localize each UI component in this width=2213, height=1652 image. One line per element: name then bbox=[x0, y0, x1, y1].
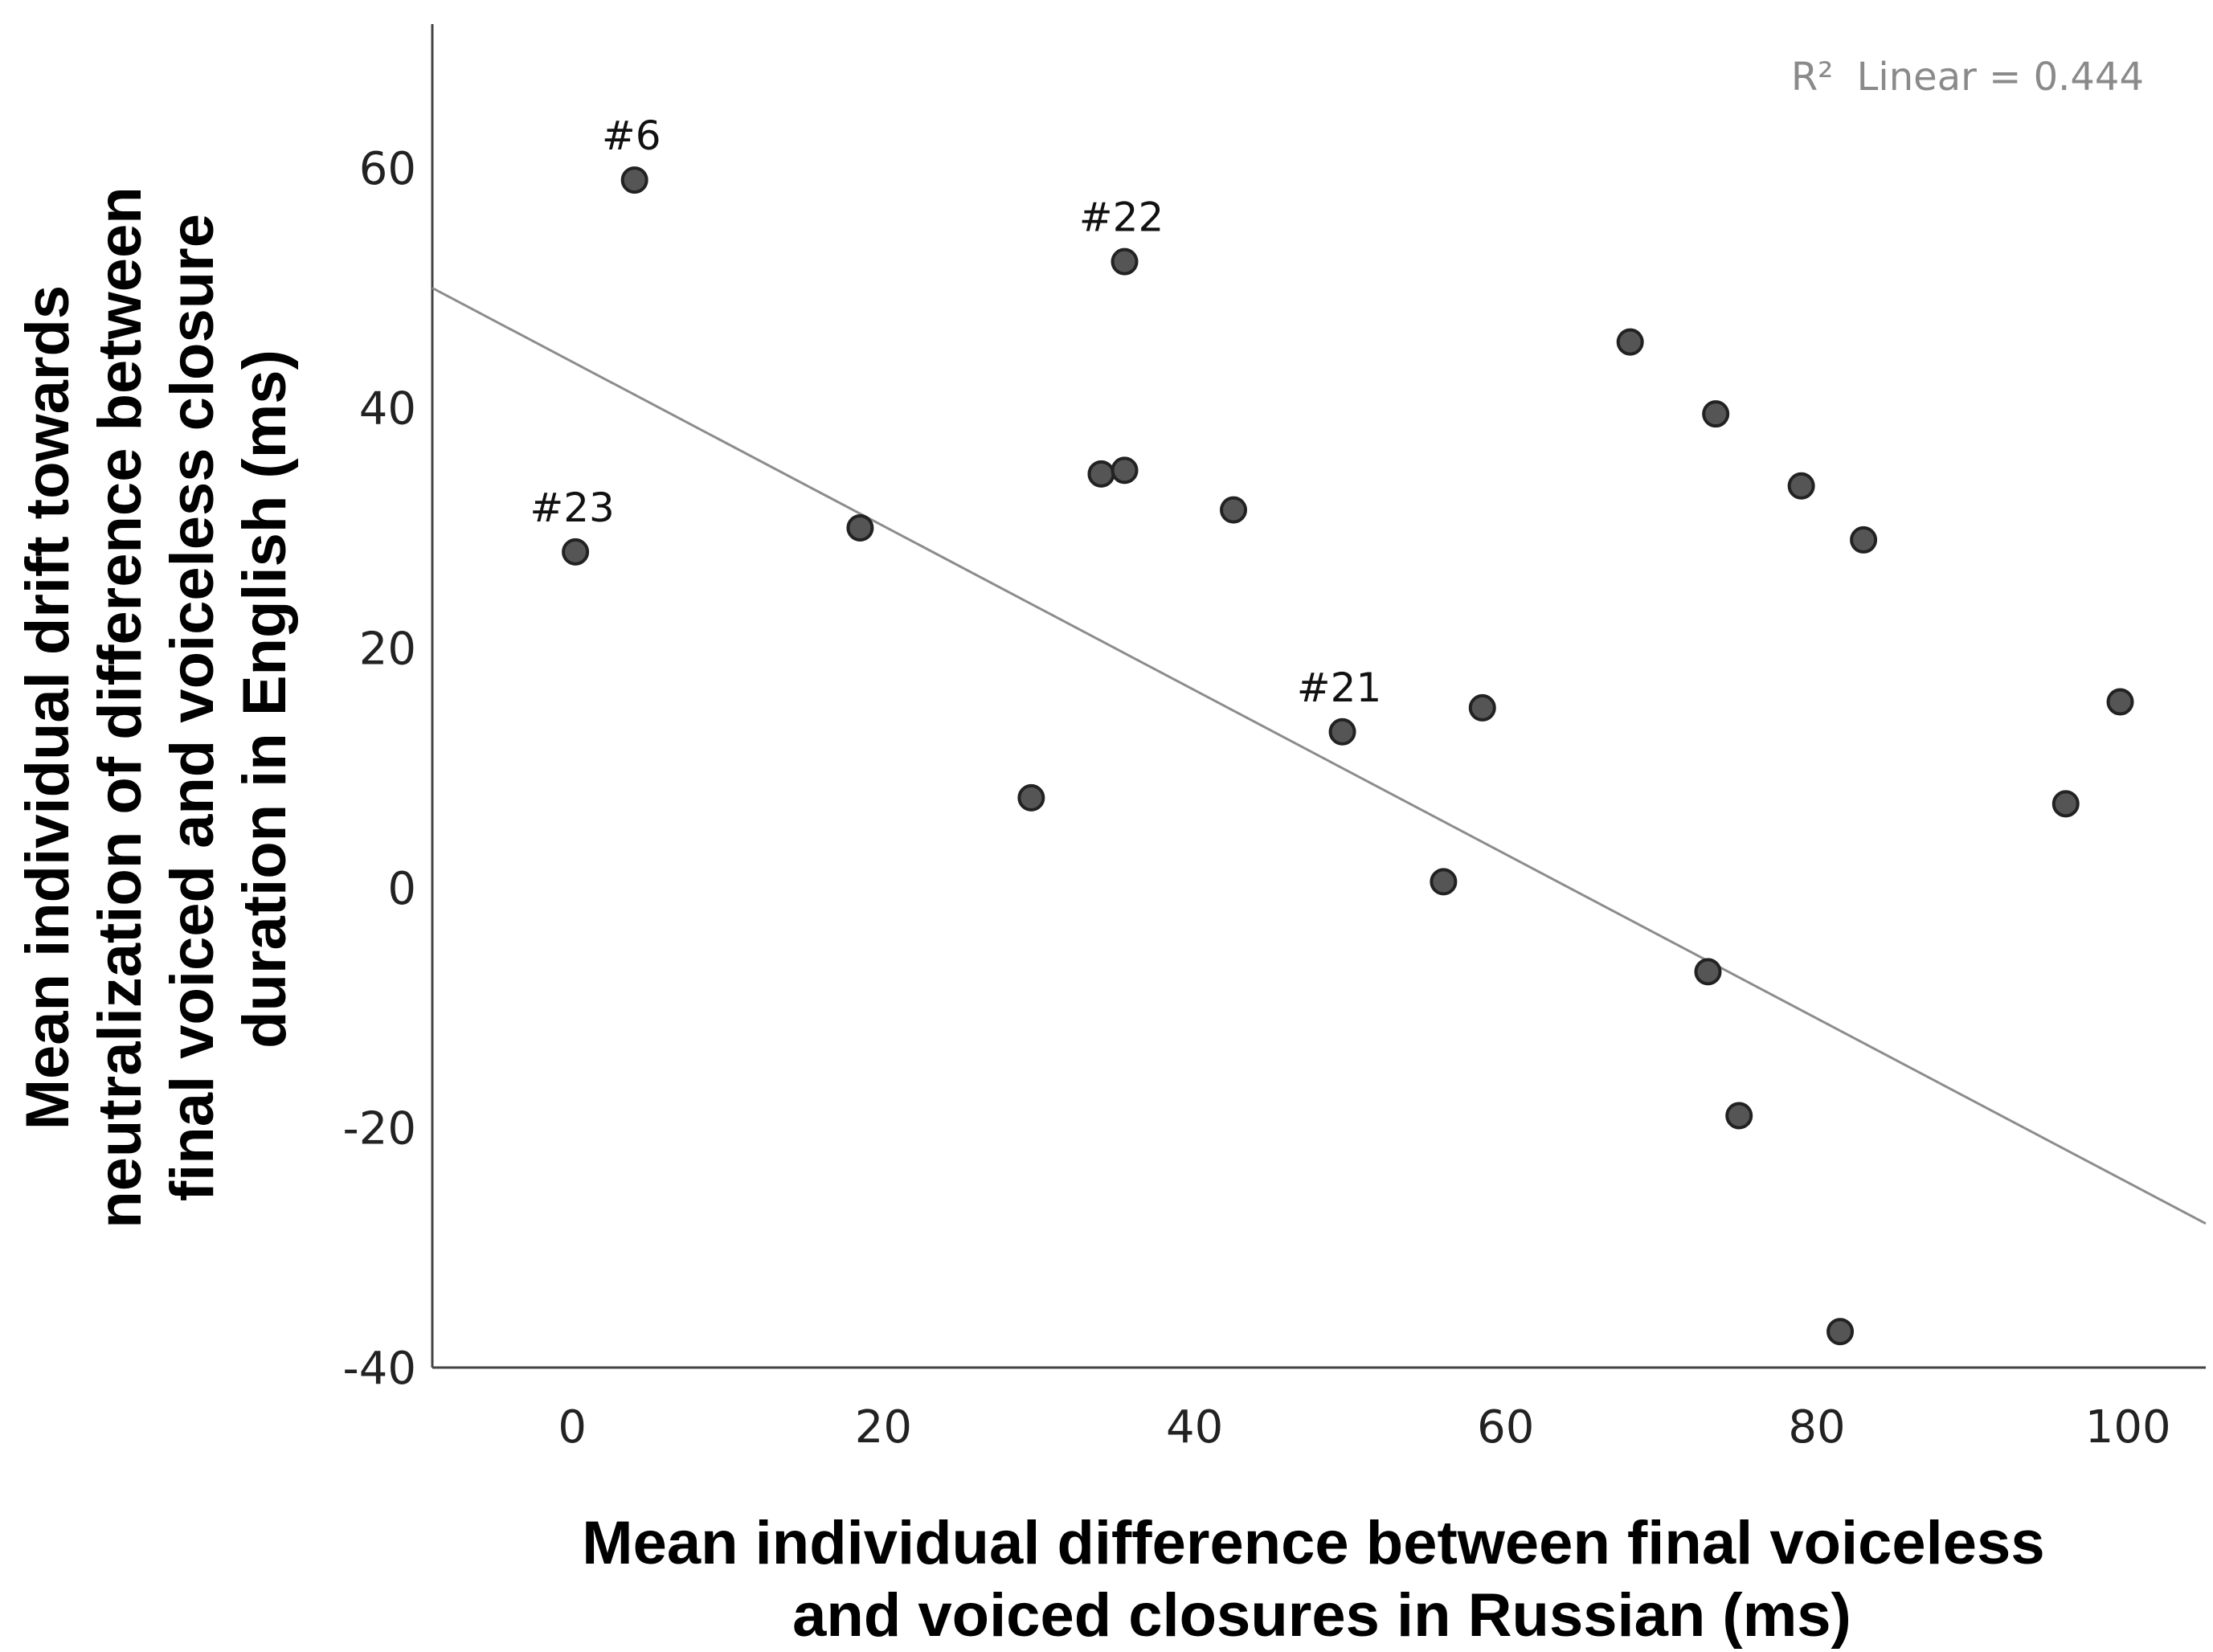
data-point bbox=[1468, 693, 1496, 722]
y-tick-label: 40 bbox=[359, 383, 416, 435]
data-points bbox=[562, 166, 2134, 1346]
r-squared-symbol: R² bbox=[1791, 55, 1834, 100]
r-squared-annotation: R² Linear = 0.444 bbox=[1791, 55, 2144, 100]
point-label: #22 bbox=[1079, 194, 1164, 241]
data-point bbox=[1111, 456, 1139, 485]
data-point bbox=[1017, 783, 1045, 812]
x-tick-label: 20 bbox=[855, 1401, 912, 1454]
linear-fit-line bbox=[432, 287, 2207, 1225]
data-point bbox=[1430, 868, 1458, 896]
x-tick-label: 80 bbox=[1788, 1401, 1845, 1454]
y-axis-title-line-4: duration in English (ms) bbox=[231, 350, 299, 1049]
data-point bbox=[1826, 1318, 1855, 1346]
y-axis-title-line-2: neutralization of difference between bbox=[86, 186, 154, 1228]
y-axis-title: Mean individual drift towards neutraliza… bbox=[14, 170, 299, 1229]
data-point bbox=[2051, 790, 2080, 818]
data-point bbox=[1328, 718, 1356, 746]
data-point bbox=[846, 514, 874, 542]
y-tick-label: 20 bbox=[359, 623, 416, 675]
point-label: #23 bbox=[530, 485, 615, 531]
y-tick-label: -40 bbox=[343, 1343, 416, 1395]
x-axis-title-line-1: Mean individual difference between final… bbox=[582, 1509, 2044, 1577]
x-tick-label: 60 bbox=[1477, 1401, 1534, 1454]
x-tick-label: 40 bbox=[1166, 1401, 1223, 1454]
data-point bbox=[1694, 958, 1722, 986]
data-point bbox=[1111, 247, 1139, 276]
data-point bbox=[1702, 400, 1730, 428]
r-squared-value: Linear = 0.444 bbox=[1857, 55, 2144, 100]
data-point bbox=[1087, 460, 1115, 488]
y-axis-title-line-3: final voiced and voiceless closure bbox=[158, 214, 227, 1201]
y-tick-label: -20 bbox=[343, 1102, 416, 1155]
data-point bbox=[1725, 1102, 1753, 1130]
data-point bbox=[1850, 525, 1878, 554]
x-tick-label: 100 bbox=[2085, 1401, 2171, 1454]
y-axis-title-line-1: Mean individual drift towards bbox=[14, 285, 82, 1130]
x-axis-title-line-2: and voiced closures in Russian (ms) bbox=[792, 1581, 1851, 1650]
x-tick-label: 0 bbox=[558, 1401, 587, 1454]
x-axis-title: Mean individual difference between final… bbox=[582, 1509, 2061, 1650]
y-axis-ticks: -40 -20 0 20 40 60 bbox=[343, 143, 416, 1395]
x-axis-ticks: 0 20 40 60 80 100 bbox=[558, 1401, 2170, 1454]
data-point bbox=[2106, 688, 2134, 716]
data-point bbox=[562, 538, 590, 566]
y-tick-label: 60 bbox=[359, 143, 416, 195]
y-tick-label: 0 bbox=[387, 863, 416, 915]
point-label: #21 bbox=[1297, 664, 1382, 711]
point-labels: #6 #22 #23 #21 bbox=[530, 112, 1381, 711]
data-point bbox=[1787, 472, 1815, 500]
data-point bbox=[1616, 328, 1644, 356]
data-point bbox=[1220, 496, 1248, 524]
point-label: #6 bbox=[602, 112, 661, 159]
data-point bbox=[620, 166, 648, 194]
